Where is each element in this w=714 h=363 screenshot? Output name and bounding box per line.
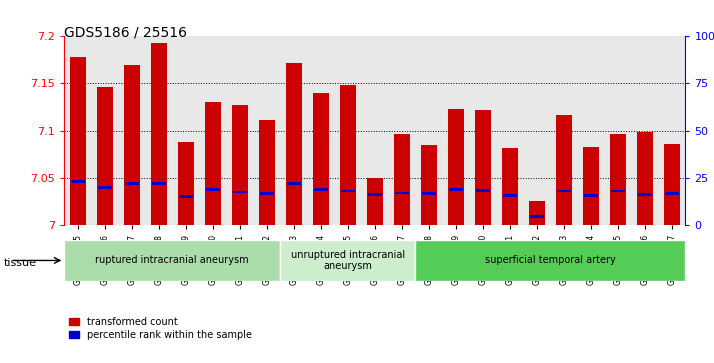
- Bar: [611, 190, 625, 192]
- Bar: [421, 145, 437, 225]
- Bar: [529, 200, 545, 225]
- Bar: [286, 63, 302, 225]
- Bar: [313, 93, 329, 225]
- Bar: [610, 134, 626, 225]
- Bar: [96, 87, 113, 225]
- Bar: [340, 85, 356, 225]
- Bar: [422, 192, 436, 195]
- Bar: [205, 102, 221, 225]
- Bar: [179, 195, 193, 198]
- Bar: [557, 190, 570, 192]
- Bar: [555, 115, 572, 225]
- Bar: [664, 144, 680, 225]
- Bar: [448, 109, 464, 225]
- Bar: [233, 191, 247, 193]
- Bar: [503, 195, 517, 197]
- Bar: [70, 57, 86, 225]
- Bar: [395, 192, 408, 195]
- Bar: [314, 188, 328, 191]
- Text: ruptured intracranial aneurysm: ruptured intracranial aneurysm: [96, 256, 249, 265]
- Bar: [665, 192, 679, 195]
- Text: superficial temporal artery: superficial temporal artery: [485, 256, 615, 265]
- Bar: [475, 110, 491, 225]
- Bar: [98, 186, 111, 189]
- FancyBboxPatch shape: [281, 240, 416, 281]
- Legend: transformed count, percentile rank within the sample: transformed count, percentile rank withi…: [69, 317, 251, 340]
- Text: GDS5186 / 25516: GDS5186 / 25516: [64, 25, 187, 40]
- Bar: [124, 65, 140, 225]
- Bar: [583, 147, 599, 225]
- Bar: [125, 182, 139, 185]
- Bar: [367, 178, 383, 225]
- FancyBboxPatch shape: [416, 240, 685, 281]
- Bar: [530, 215, 544, 218]
- Bar: [638, 193, 652, 196]
- Bar: [258, 120, 275, 225]
- FancyBboxPatch shape: [64, 240, 281, 281]
- Bar: [287, 182, 301, 185]
- Bar: [502, 148, 518, 225]
- Bar: [476, 189, 490, 192]
- Bar: [151, 43, 167, 225]
- Bar: [393, 134, 410, 225]
- Bar: [637, 132, 653, 225]
- Bar: [206, 188, 220, 191]
- Bar: [71, 180, 85, 183]
- Bar: [178, 142, 194, 225]
- Bar: [260, 192, 273, 195]
- Bar: [152, 182, 166, 185]
- Bar: [449, 188, 463, 191]
- Bar: [368, 193, 382, 196]
- Bar: [341, 190, 355, 192]
- Text: tissue: tissue: [4, 258, 36, 268]
- Bar: [232, 105, 248, 225]
- Bar: [584, 195, 598, 197]
- Text: unruptured intracranial
aneurysm: unruptured intracranial aneurysm: [291, 250, 405, 271]
